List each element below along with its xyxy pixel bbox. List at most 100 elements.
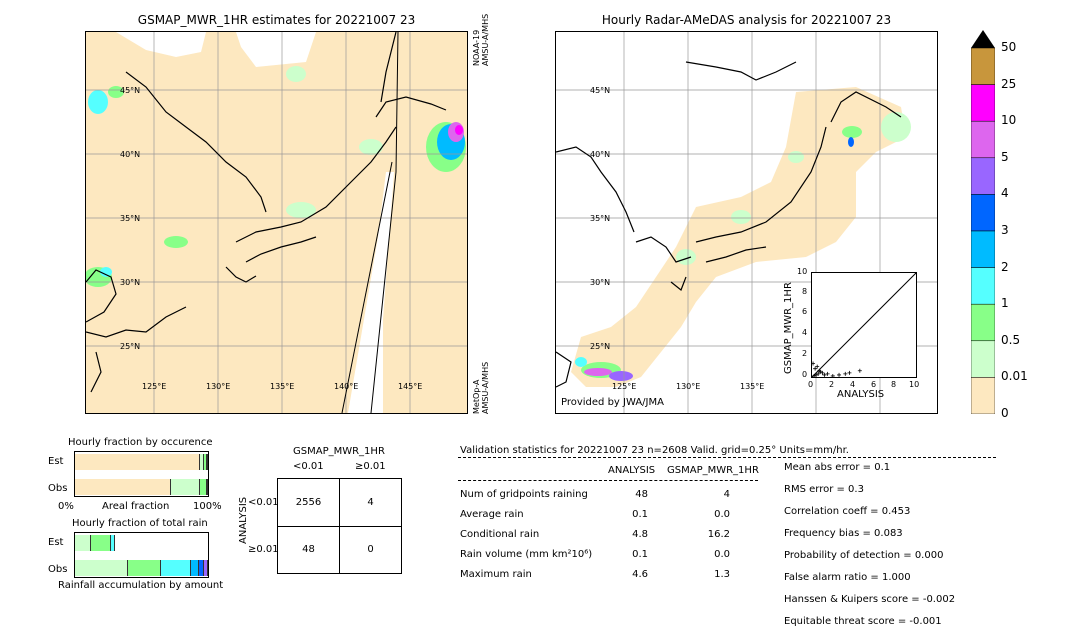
occurrence-x-right: 100%	[193, 501, 222, 512]
total-rain-obs-bar	[75, 560, 208, 576]
total-rain-est-bar	[75, 535, 208, 551]
stats-header: Validation statistics for 20221007 23 n=…	[460, 445, 849, 456]
stats-score: Hanssen & Kuipers score = -0.002	[784, 594, 956, 605]
scatter-ytick: 0	[802, 370, 808, 379]
stats-divider-top	[458, 457, 996, 458]
colorbar-label: 0	[1001, 406, 1009, 420]
total-rain-est-label: Est	[48, 537, 64, 548]
occurrence-est-segment	[206, 454, 208, 470]
left-lat-45: 45°N	[120, 86, 141, 95]
scatter-point	[816, 371, 821, 376]
contingency-col-lt: <0.01	[293, 461, 324, 472]
occurrence-obs-segment	[170, 479, 200, 495]
colorbar-segment	[970, 340, 996, 378]
scatter-point	[811, 361, 816, 366]
scatter-point	[814, 372, 819, 377]
left-lat-30: 30°N	[120, 278, 141, 287]
scatter-point	[815, 364, 820, 369]
scatter-ytick: 2	[802, 349, 808, 358]
total-rain-est-segment	[90, 535, 111, 551]
scatter-xtick: 6	[871, 380, 877, 389]
scatter-point	[813, 366, 818, 371]
colorbar-canvas	[970, 30, 996, 415]
colorbar-segment	[970, 267, 996, 305]
stats-row-label: Average rain	[460, 509, 524, 520]
colorbar-label: 50	[1001, 40, 1017, 54]
scatter-xlabel: ANALYSIS	[837, 389, 885, 400]
scatter-point	[837, 372, 842, 377]
scatter-ytick: 10	[797, 267, 808, 276]
left-lon-135: 135°E	[270, 382, 295, 391]
stats-row-gsmap: 0.0	[714, 549, 730, 560]
stats-col-gsmap: GSMAP_MWR_1HR	[667, 465, 759, 476]
stats-divider-mid	[458, 480, 758, 481]
right-lon-135: 135°E	[740, 382, 765, 391]
total-rain-title: Hourly fraction of total rain	[72, 518, 208, 529]
right-lat-35: 35°N	[590, 214, 611, 223]
total-rain-xlabel: Rainfall accumulation by amount	[58, 580, 224, 591]
contingency-col-ge: ≥0.01	[355, 461, 386, 472]
scatter-point	[830, 373, 835, 378]
total-rain-est-segment	[110, 535, 115, 551]
stats-row-analysis: 48	[635, 489, 648, 500]
colorbar-label: 3	[1001, 223, 1009, 237]
contingency-row-lt: <0.01	[248, 497, 279, 508]
contingency-row-ge: ≥0.01	[248, 544, 279, 555]
stats-row-analysis: 4.8	[632, 529, 648, 540]
occurrence-obs-segment	[75, 479, 171, 495]
total-rain-obs-label: Obs	[48, 564, 68, 575]
left-map-title: GSMAP_MWR_1HR estimates for 20221007 23	[137, 13, 416, 27]
right-map: 45°N 40°N 35°N 30°N 25°N 125°E 130°E 135…	[555, 31, 938, 414]
occurrence-est-bar	[75, 454, 208, 470]
stats-score: Probability of detection = 0.000	[784, 550, 944, 561]
credit-label: Provided by JWA/JMA	[561, 397, 664, 408]
occurrence-x-left: 0%	[58, 501, 74, 512]
occurrence-obs-segment	[206, 479, 208, 495]
colorbar-segment	[970, 230, 996, 268]
left-lat-40: 40°N	[120, 150, 141, 159]
contingency-cell: 48	[302, 544, 315, 555]
occurrence-obs-label: Obs	[48, 483, 68, 494]
occurrence-est-segment	[204, 454, 207, 470]
scatter-ytick: 4	[802, 328, 808, 337]
right-lat-30: 30°N	[590, 278, 611, 287]
colorbar-label: 5	[1001, 149, 1009, 164]
colorbar-label: 1	[1001, 296, 1009, 311]
left-lon-130: 130°E	[206, 382, 231, 391]
scatter-point	[825, 371, 830, 376]
left-lon-145: 145°E	[398, 382, 423, 391]
right-map-canvas	[556, 32, 937, 413]
total-rain-chart	[74, 532, 209, 578]
stats-row-label: Num of gridpoints raining	[460, 489, 588, 500]
occurrence-est-segment	[200, 454, 204, 470]
stats-score: Correlation coeff = 0.453	[784, 506, 911, 517]
occurrence-obs-segment	[200, 479, 207, 495]
stats-row-label: Conditional rain	[460, 529, 540, 540]
right-lon-130: 130°E	[676, 382, 701, 391]
left-map: 45°N 40°N 35°N 30°N 25°N 125°E 130°E 135…	[85, 31, 468, 414]
stats-row-analysis: 0.1	[632, 549, 648, 560]
total-rain-obs-segment	[198, 560, 204, 576]
scatter-ylabel: GSMAP_MWR_1HR	[783, 282, 794, 374]
colorbar-segment	[970, 47, 996, 85]
scatter-ytick: 8	[802, 287, 808, 296]
scatter-point	[857, 368, 862, 373]
stats-col-analysis: ANALYSIS	[608, 465, 656, 476]
colorbar	[970, 30, 996, 415]
occurrence-chart	[74, 451, 209, 497]
stats-score: False alarm ratio = 1.000	[784, 572, 911, 583]
scatter-canvas	[811, 272, 917, 378]
occurrence-x-mid: Areal fraction	[102, 501, 170, 512]
stats-score: Equitable threat score = -0.001	[784, 616, 942, 627]
occurrence-est-label: Est	[48, 456, 64, 467]
stats-row-gsmap: 4	[723, 489, 730, 500]
scatter-point	[822, 372, 827, 377]
scatter-xtick: 4	[850, 380, 856, 389]
total-rain-obs-segment	[128, 560, 162, 576]
scatter-xtick: 10	[909, 380, 920, 389]
occurrence-obs-bar	[75, 479, 208, 495]
right-map-title: Hourly Radar-AMeDAS analysis for 2022100…	[601, 13, 892, 27]
colorbar-extend	[971, 30, 995, 48]
colorbar-label: 25	[1001, 76, 1017, 91]
colorbar-label: 4	[1001, 186, 1009, 201]
